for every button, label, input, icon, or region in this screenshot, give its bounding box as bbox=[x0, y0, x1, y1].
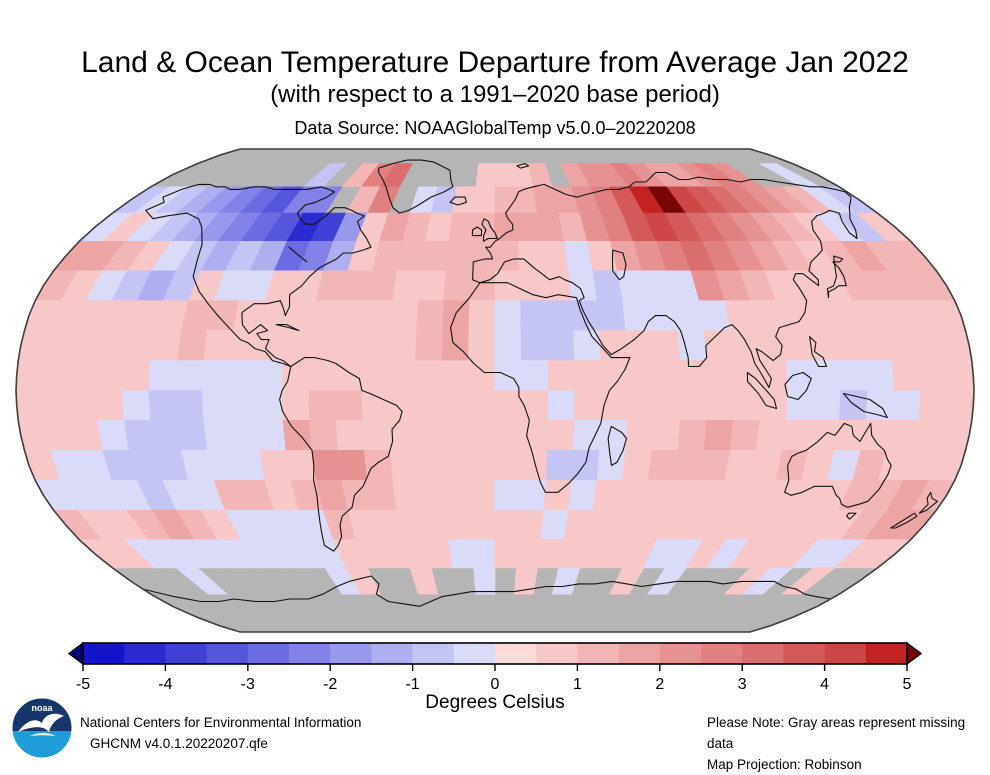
svg-text:4: 4 bbox=[820, 676, 829, 693]
coastlines bbox=[142, 159, 939, 607]
org-name: National Centers for Environmental Infor… bbox=[80, 715, 362, 730]
world-anomaly-map bbox=[15, 148, 975, 633]
noaa-logo-text: noaa bbox=[31, 703, 53, 713]
colorbar-left-arrow bbox=[67, 641, 84, 666]
svg-text:2: 2 bbox=[655, 676, 664, 693]
svg-text:-4: -4 bbox=[158, 676, 172, 693]
page-title: Land & Ocean Temperature Departure from … bbox=[81, 46, 909, 79]
map-outline bbox=[15, 148, 975, 633]
colorbar-label: Degrees Celsius bbox=[425, 692, 565, 713]
svg-text:-5: -5 bbox=[76, 676, 90, 693]
svg-text:3: 3 bbox=[738, 676, 747, 693]
seagull-icon bbox=[18, 713, 64, 732]
svg-text:-2: -2 bbox=[323, 676, 337, 693]
colorbar: -5 -4 -3 -2 -1 0 1 2 3 4 5 bbox=[67, 641, 923, 693]
page-subtitle: (with respect to a 1991–2020 base period… bbox=[270, 81, 720, 108]
title-block: Land & Ocean Temperature Departure from … bbox=[0, 46, 990, 139]
anomaly-cells bbox=[16, 163, 974, 595]
svg-text:-3: -3 bbox=[241, 676, 255, 693]
svg-text:0: 0 bbox=[491, 676, 500, 693]
data-source-line: Data Source: NOAAGlobalTemp v5.0.0–20220… bbox=[294, 118, 696, 138]
colorbar-right-arrow bbox=[906, 641, 923, 666]
dataset-version: GHCNM v4.0.1.20220207.qfe bbox=[90, 736, 268, 751]
noaa-logo: noaa bbox=[11, 697, 73, 759]
footer-right: Please Note: Gray areas represent missin… bbox=[707, 712, 990, 775]
svg-text:-1: -1 bbox=[405, 676, 419, 693]
footer-left: National Centers for Environmental Infor… bbox=[80, 712, 361, 754]
missing-data-note: Please Note: Gray areas represent missin… bbox=[707, 715, 966, 751]
svg-text:1: 1 bbox=[573, 676, 582, 693]
svg-text:5: 5 bbox=[903, 676, 912, 693]
